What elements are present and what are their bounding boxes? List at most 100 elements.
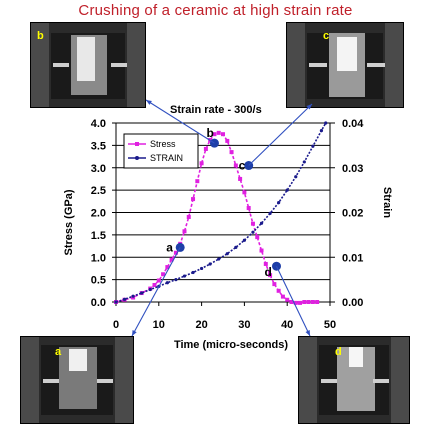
stress-point bbox=[285, 297, 290, 302]
y2-tick-label: 0.02 bbox=[342, 208, 363, 220]
x-tick-label: 30 bbox=[238, 319, 250, 331]
photo-b: b bbox=[30, 22, 146, 108]
y-tick-label: 3.0 bbox=[91, 163, 106, 175]
specimen-image-a: a bbox=[21, 337, 133, 423]
strain-point bbox=[234, 245, 238, 250]
stress-point bbox=[203, 146, 208, 151]
strain-point bbox=[122, 297, 127, 301]
stress-point bbox=[255, 235, 260, 240]
strain-point bbox=[319, 129, 324, 133]
strain-point bbox=[259, 221, 264, 225]
stress-point bbox=[169, 257, 174, 262]
strain-point bbox=[285, 188, 289, 192]
stress-point bbox=[250, 221, 255, 226]
stress-point bbox=[221, 132, 225, 137]
strain-point bbox=[251, 230, 255, 234]
stress-point bbox=[161, 272, 166, 277]
stress-point bbox=[315, 300, 320, 304]
strain-point bbox=[140, 291, 144, 295]
y-tick-label: 1.5 bbox=[91, 230, 106, 242]
arrow-a-to-photo bbox=[131, 247, 181, 337]
stress-point bbox=[272, 282, 277, 287]
stress-point bbox=[306, 300, 311, 304]
specimen-image-b: b bbox=[31, 23, 145, 107]
stress-point bbox=[229, 150, 234, 155]
x-tick-label: 20 bbox=[195, 319, 207, 331]
photo-b-label: b bbox=[37, 30, 44, 42]
stress-point bbox=[186, 214, 191, 219]
stress-point bbox=[268, 273, 273, 278]
arrow-c-to-photo bbox=[248, 103, 313, 166]
photo-d: d bbox=[298, 336, 410, 424]
annotation-label-d: d bbox=[265, 265, 272, 279]
annotation-label-c: c bbox=[239, 159, 246, 173]
stress-point bbox=[165, 265, 170, 270]
stress-point bbox=[289, 300, 294, 304]
y-tick-label: 2.5 bbox=[91, 185, 106, 197]
strain-line bbox=[115, 122, 327, 303]
strain-point bbox=[242, 238, 246, 242]
strain-point bbox=[294, 175, 298, 179]
x-tick-label: 50 bbox=[324, 319, 336, 331]
arrow-c-to-photo-head bbox=[306, 104, 312, 110]
arrow-d-to-photo-head bbox=[305, 330, 310, 336]
arrow-b-to-photo-head bbox=[146, 100, 152, 105]
specimen-image-c: c bbox=[287, 23, 403, 107]
photo-d-label: d bbox=[335, 346, 342, 358]
stress-point bbox=[225, 138, 230, 143]
stress-point bbox=[152, 282, 157, 287]
strain-point bbox=[148, 287, 152, 292]
strain-point bbox=[277, 201, 281, 205]
stress-point bbox=[199, 161, 204, 166]
legend-swatch-marker bbox=[135, 156, 139, 160]
stress-point bbox=[276, 288, 281, 293]
stress-point bbox=[298, 300, 303, 305]
stress-point bbox=[293, 300, 298, 305]
stress-point bbox=[212, 132, 217, 137]
strain-point bbox=[302, 160, 306, 164]
figure-title: Crushing of a ceramic at high strain rat… bbox=[78, 2, 353, 19]
strain-point bbox=[311, 144, 315, 148]
legend-box bbox=[123, 133, 199, 169]
arrow-b-to-photo bbox=[145, 99, 215, 144]
photo-c: c bbox=[286, 22, 404, 108]
stress-point bbox=[259, 248, 264, 253]
y2-axis-title: Strain bbox=[381, 187, 393, 218]
stress-point bbox=[216, 130, 221, 135]
x-tick-label: 10 bbox=[153, 319, 165, 331]
y-tick-label: 1.0 bbox=[91, 252, 106, 264]
strain-point bbox=[174, 278, 178, 282]
annotation-label-b: b bbox=[206, 126, 213, 140]
stress-point bbox=[302, 300, 307, 304]
y2-tick-label: 0.03 bbox=[342, 163, 363, 175]
strain-point bbox=[165, 281, 169, 285]
arrow-d-to-photo bbox=[276, 265, 311, 337]
legend-swatch-marker bbox=[135, 142, 139, 146]
photo-a: a bbox=[20, 336, 134, 424]
y-axis-title: Stress (GPa) bbox=[63, 189, 75, 255]
x-axis-title: Time (micro-seconds) bbox=[174, 339, 288, 351]
strain-rate-label: Strain rate - 300/s bbox=[170, 104, 262, 116]
specimen-image-d: d bbox=[299, 337, 409, 423]
y-tick-label: 2.0 bbox=[91, 208, 106, 220]
stress-point bbox=[263, 261, 268, 266]
strain-point bbox=[225, 252, 229, 256]
stress-point bbox=[310, 300, 315, 304]
photo-a-label: a bbox=[55, 346, 62, 358]
arrow-a-to-photo-head bbox=[132, 330, 137, 336]
photo-c-label: c bbox=[323, 30, 329, 42]
y2-tick-label: 0.01 bbox=[342, 252, 363, 264]
strain-point bbox=[208, 262, 212, 266]
strain-point bbox=[324, 121, 328, 125]
strain-point bbox=[191, 270, 195, 275]
y2-tick-label: 0.04 bbox=[342, 118, 364, 130]
stress-point bbox=[195, 179, 200, 184]
annotation-label-a: a bbox=[166, 240, 173, 254]
strain-point bbox=[131, 294, 135, 298]
y-tick-label: 4.0 bbox=[91, 118, 106, 130]
x-tick-label: 40 bbox=[281, 319, 293, 331]
strain-point bbox=[268, 211, 272, 215]
stress-point bbox=[238, 176, 243, 181]
